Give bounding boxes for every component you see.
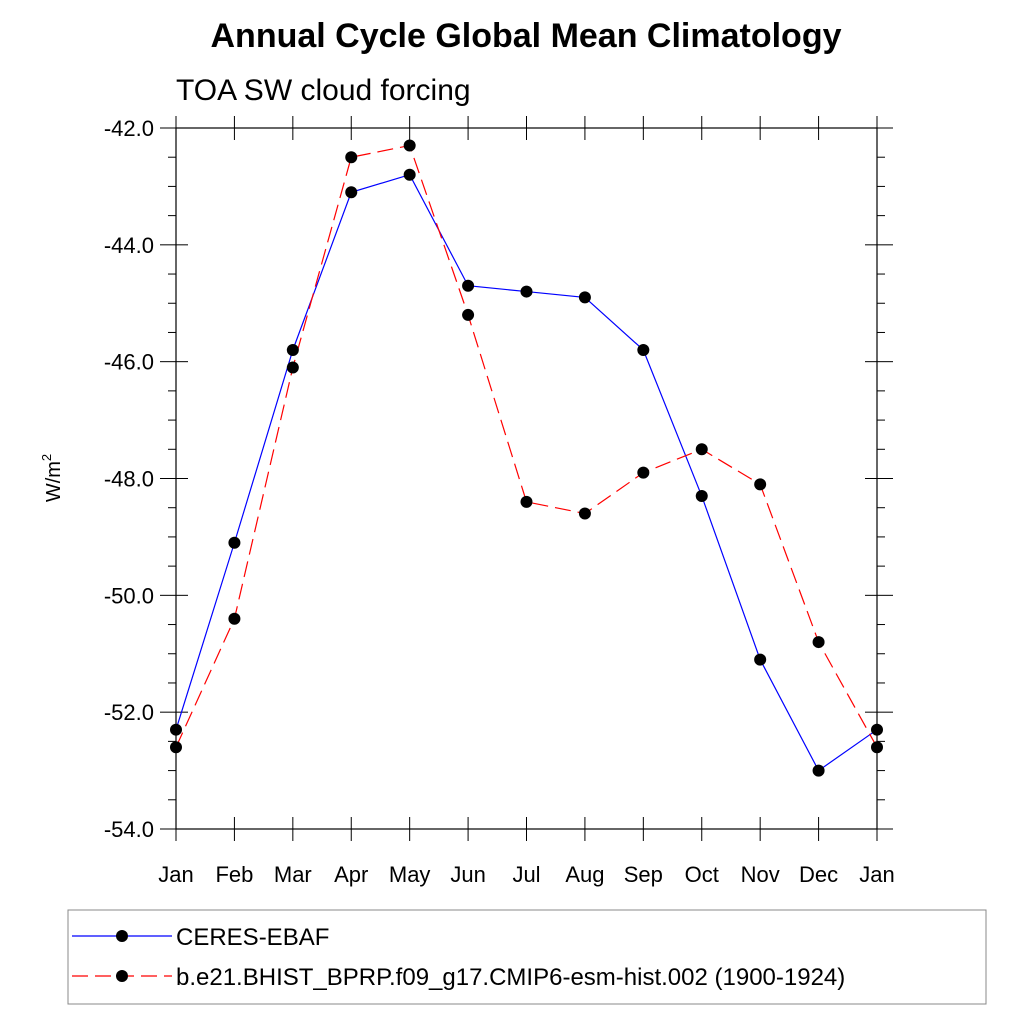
series-2-point — [754, 478, 767, 491]
series-1-point — [578, 291, 591, 304]
series-2-point — [871, 741, 883, 754]
chart-subtitle: TOA SW cloud forcing — [176, 74, 471, 107]
series-1-point — [520, 285, 533, 298]
y-tick-label: -46.0 — [104, 350, 154, 375]
x-tick-label: Jan — [158, 862, 193, 887]
x-tick-label: Jun — [450, 862, 485, 887]
legend-box — [67, 909, 987, 1005]
x-tick-label: Jul — [512, 862, 540, 887]
series-1-point — [871, 723, 883, 736]
x-tick-label: Sep — [624, 862, 663, 887]
series-1-point — [228, 536, 241, 549]
x-tick-label: Feb — [215, 862, 253, 887]
series-1-point — [637, 343, 650, 356]
series-1-point — [754, 653, 767, 666]
series-1-point — [345, 186, 358, 199]
series-2-point — [228, 612, 241, 625]
y-tick-label: -48.0 — [104, 467, 154, 492]
y-axis-tick-labels: -42.0 -44.0 -46.0 -48.0 -50.0 -52.0 -54.0 — [104, 116, 154, 842]
legend-marker-1 — [116, 930, 128, 942]
series-line-2 — [175, 144, 878, 748]
series-line-1 — [175, 174, 878, 772]
series-2-point — [170, 741, 182, 754]
series-2-point — [695, 443, 708, 456]
legend-label-2: b.e21.BHIST_BPRP.f09_g17.CMIP6-esm-hist.… — [176, 964, 845, 991]
y-axis-label: W/m2 — [39, 454, 65, 502]
plot-frame — [175, 127, 878, 830]
legend: CERES-EBAF b.e21.BHIST_BPRP.f09_g17.CMIP6… — [72, 924, 845, 991]
y-tick-label: -54.0 — [104, 817, 154, 842]
series-layer — [170, 139, 883, 777]
series-2-point — [520, 495, 533, 508]
x-tick-label: Oct — [685, 862, 719, 887]
series-2-point — [462, 308, 475, 321]
y-axis-label-superscript: 2 — [39, 454, 54, 461]
x-tick-label: Mar — [274, 862, 312, 887]
x-tick-label: May — [389, 862, 431, 887]
series-2-point — [286, 361, 299, 374]
series-1-point — [812, 764, 825, 777]
x-tick-label: Jan — [859, 862, 894, 887]
series-1-point — [695, 490, 708, 503]
series-1-point — [462, 279, 475, 292]
series-1-point — [403, 168, 416, 181]
y-tick-label: -44.0 — [104, 233, 154, 258]
x-tick-label: Apr — [334, 862, 368, 887]
y-tick-label: -52.0 — [104, 700, 154, 725]
legend-marker-2 — [116, 970, 128, 982]
series-2-point — [345, 151, 358, 164]
x-tick-label: Dec — [799, 862, 838, 887]
series-2-point — [403, 139, 416, 152]
chart-title: Annual Cycle Global Mean Climatology — [211, 17, 842, 55]
x-tick-label: Aug — [565, 862, 604, 887]
x-tick-label: Nov — [741, 862, 780, 887]
y-tick-label: -50.0 — [104, 583, 154, 608]
series-1-point — [286, 343, 299, 356]
legend-label-1: CERES-EBAF — [176, 924, 329, 951]
x-axis-tick-labels: Jan Feb Mar Apr May Jun Jul Aug Sep Oct Nov Dec Jan — [158, 862, 894, 887]
series-2-point — [812, 636, 825, 649]
series-1-point — [170, 723, 182, 736]
axis-ticks — [160, 116, 893, 841]
y-tick-label: -42.0 — [104, 116, 154, 141]
series-2-point — [578, 507, 591, 520]
series-2-point — [637, 466, 650, 479]
